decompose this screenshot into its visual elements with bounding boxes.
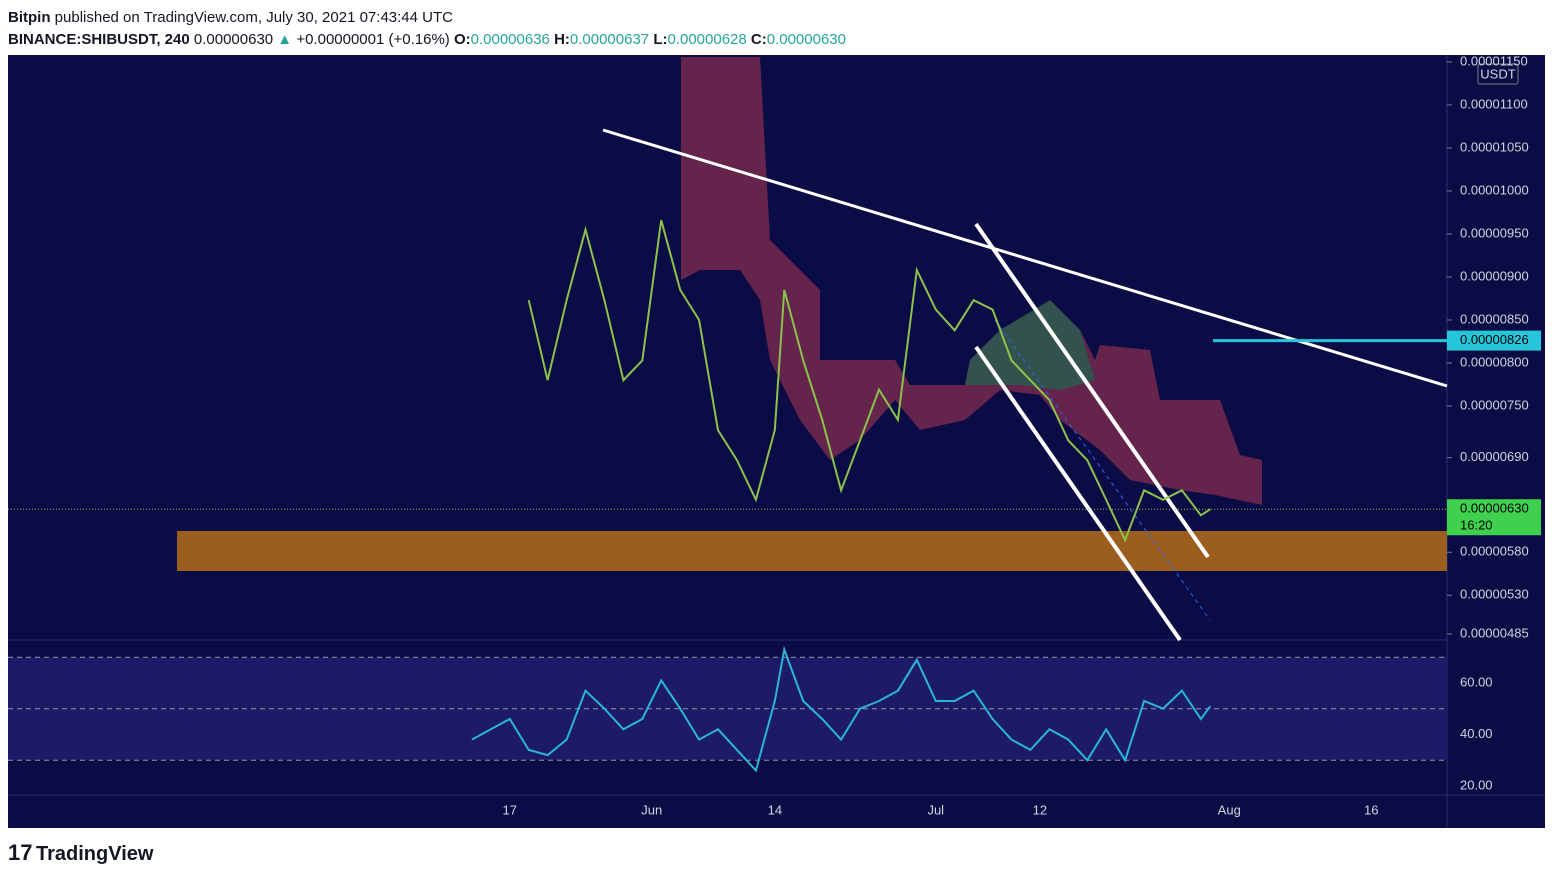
- price: 0.00000630: [194, 31, 273, 48]
- channel-lower: [974, 345, 1182, 642]
- y-tick-label: 0.00000580: [1460, 544, 1529, 559]
- rsi-tick-label: 60.00: [1460, 674, 1493, 689]
- x-tick-label: 14: [768, 802, 782, 817]
- o: 0.00000636: [471, 31, 550, 48]
- support-zone: [177, 531, 1447, 571]
- c-label: C:: [751, 31, 767, 48]
- y-tick-label: 0.00001150: [1460, 53, 1528, 68]
- y-tick-label: 0.00000485: [1460, 625, 1529, 640]
- x-tick-label: 16: [1364, 802, 1378, 817]
- x-tick-label: Aug: [1218, 802, 1241, 817]
- arrow: ▲: [277, 31, 292, 48]
- symbol: BINANCE:SHIBUSDT, 240: [8, 31, 190, 48]
- channel-upper: [974, 222, 1210, 559]
- y-tick-label: 0.00000530: [1460, 587, 1529, 602]
- currency-box: [1477, 63, 1519, 85]
- currency: USDT: [1480, 66, 1515, 81]
- price-line: [527, 219, 1211, 543]
- channel-mid: [994, 319, 1211, 621]
- rsi-tick-label: 40.00: [1460, 726, 1493, 741]
- ichimoku-cloud: [681, 57, 1262, 505]
- x-tick-label: 17: [503, 802, 517, 817]
- brand: TradingView: [36, 843, 154, 865]
- logo-mark: 17: [8, 840, 32, 865]
- l-label: L:: [653, 31, 667, 48]
- h-label: H:: [554, 31, 570, 48]
- y-tick-label: 0.00000950: [1460, 225, 1529, 240]
- h: 0.00000637: [570, 31, 649, 48]
- symbol-line: BINANCE:SHIBUSDT, 240 0.00000630 ▲ +0.00…: [8, 31, 846, 48]
- y-tick-label: 0.00000800: [1460, 354, 1529, 369]
- y-tick-label: 0.00000750: [1460, 397, 1529, 412]
- x-tick-label: Jun: [641, 802, 662, 817]
- level-label: 0.00000826: [1460, 332, 1529, 347]
- publisher: Bitpin published on TradingView.com, Jul…: [8, 9, 453, 26]
- x-tick-label: Jul: [927, 802, 944, 817]
- countdown: 16:20: [1460, 518, 1493, 533]
- y-tick-label: 0.00001100: [1460, 96, 1528, 111]
- y-tick-label: 0.00000900: [1460, 268, 1529, 283]
- y-tick-label: 0.00000690: [1460, 449, 1529, 464]
- y-tick-label: 0.00001000: [1460, 182, 1529, 197]
- published-info: published on TradingView.com, July 30, 2…: [55, 9, 453, 26]
- publisher-name: Bitpin: [8, 9, 51, 26]
- change: +0.00000001 (+0.16%): [296, 31, 449, 48]
- rsi-tick-label: 20.00: [1460, 777, 1493, 792]
- logo: 17 TradingView: [8, 840, 154, 865]
- trend-line: [602, 128, 1448, 388]
- rsi-line: [471, 645, 1212, 773]
- last-price-box: [1447, 499, 1541, 536]
- x-tick-label: 12: [1033, 802, 1047, 817]
- c: 0.00000630: [767, 31, 846, 48]
- last-price-label: 0.00000630: [1460, 501, 1529, 516]
- ichimoku-cloud-bull: [965, 300, 1095, 390]
- level-box: [1447, 330, 1541, 351]
- o-label: O:: [454, 31, 471, 48]
- y-tick-label: 0.00000850: [1460, 311, 1529, 326]
- y-tick-label: 0.00001050: [1460, 139, 1529, 154]
- l: 0.00000628: [667, 31, 746, 48]
- rsi-band: [8, 657, 1447, 761]
